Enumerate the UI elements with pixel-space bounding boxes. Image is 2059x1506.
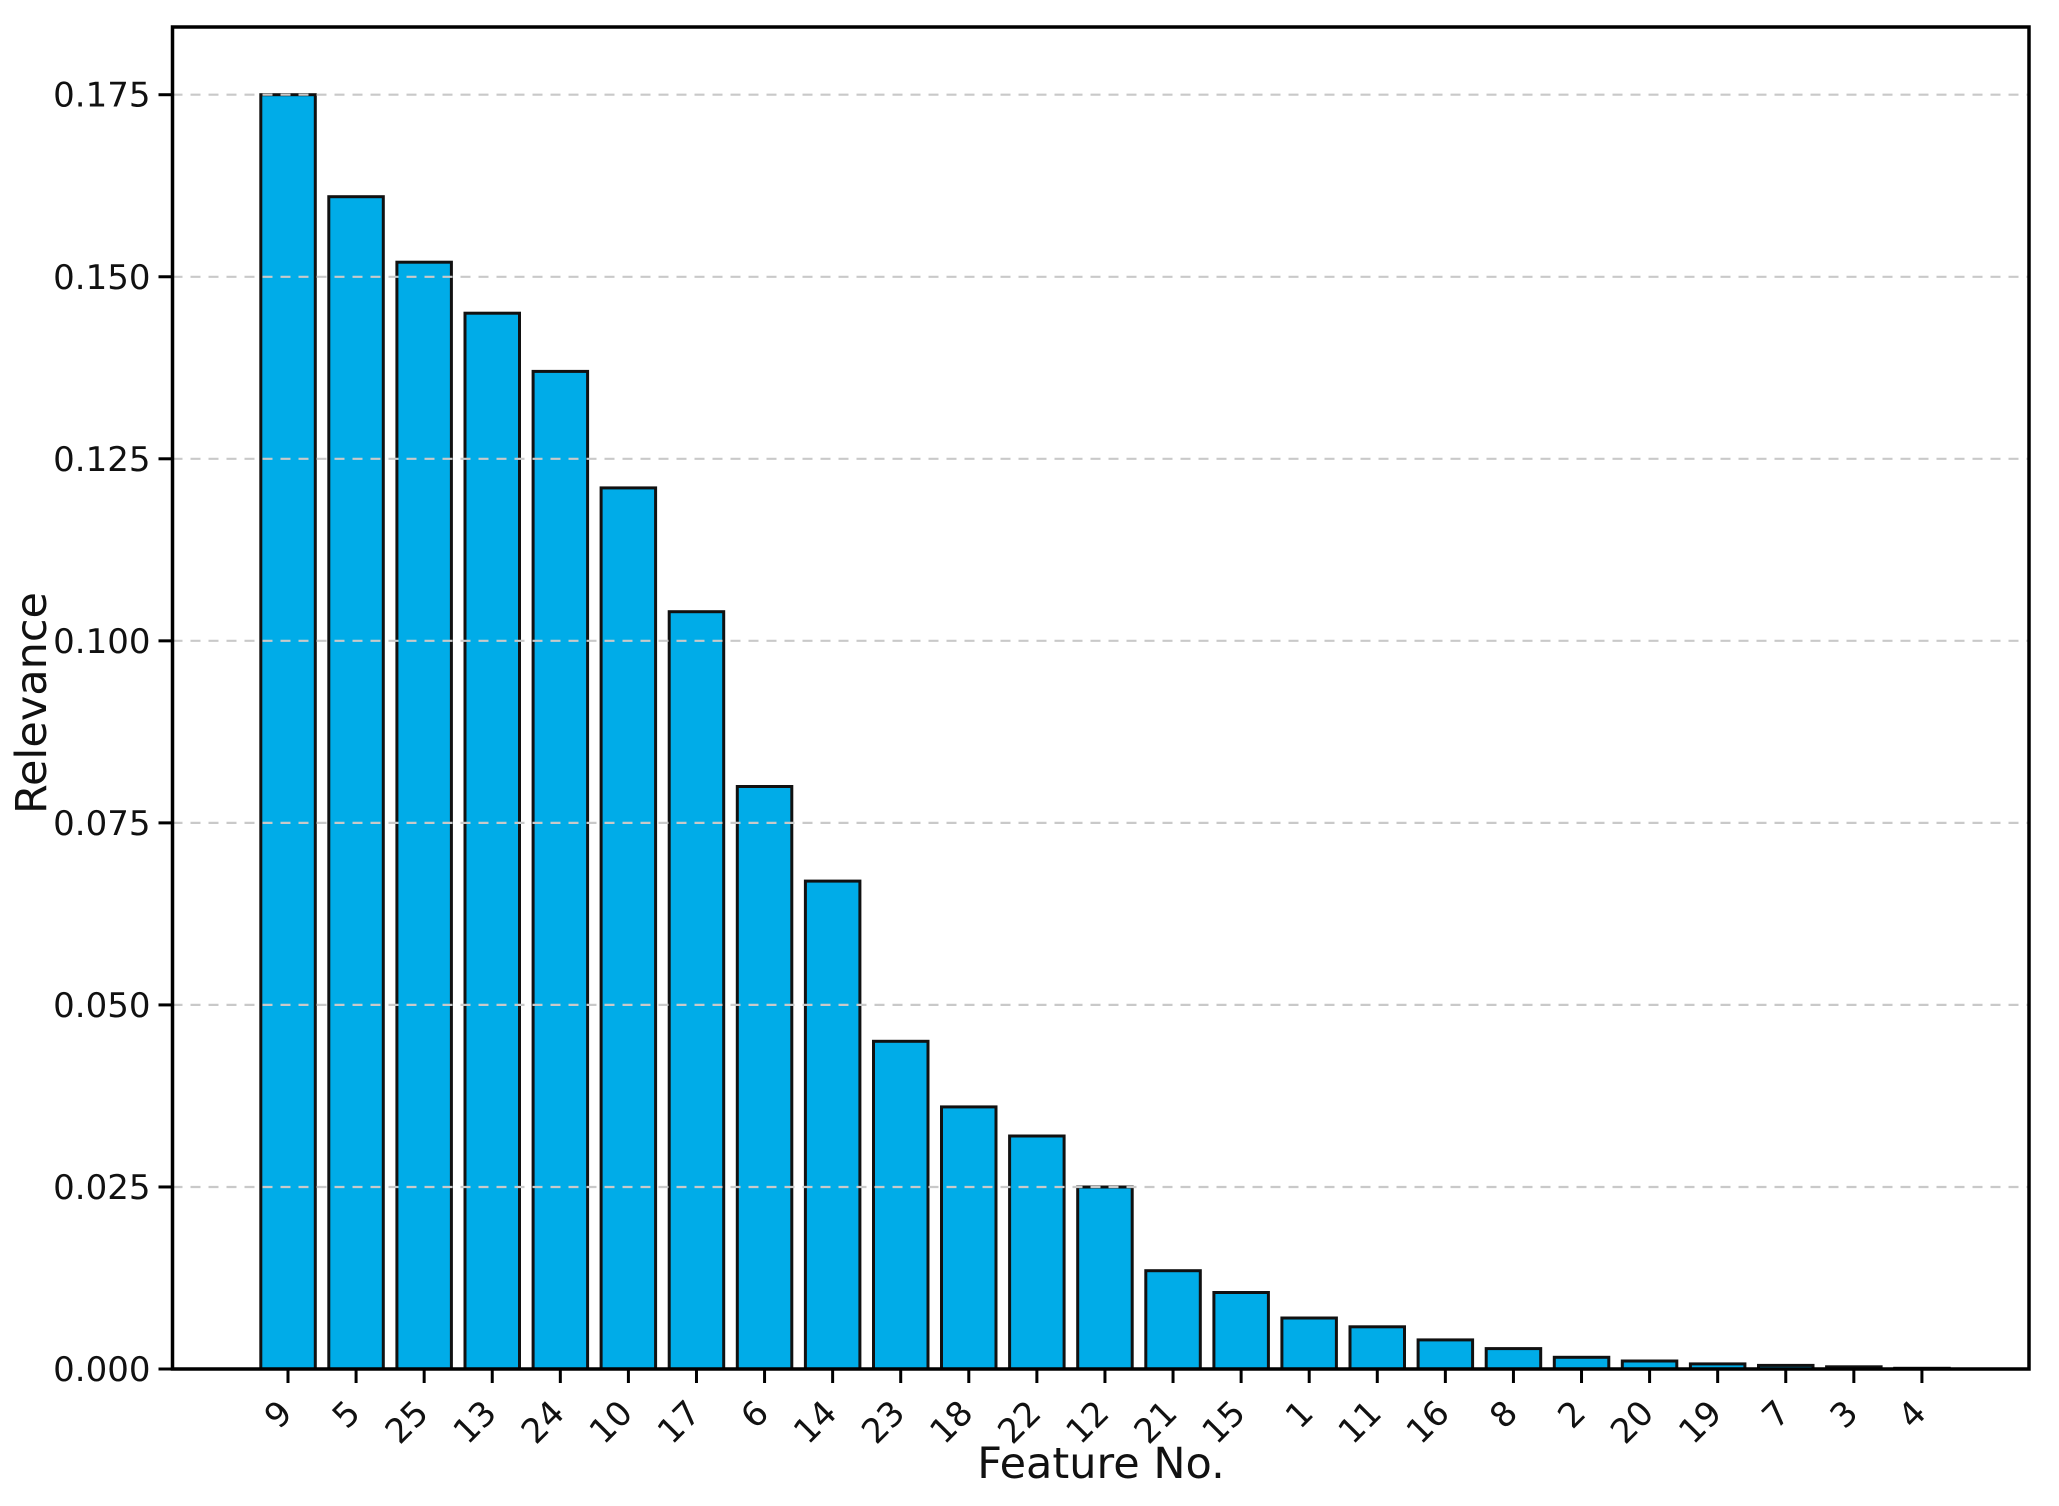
x-tick-label: 18 [922, 1393, 981, 1452]
plot-frame [170, 25, 2031, 1371]
x-tick-label: 24 [514, 1393, 573, 1452]
bar [1348, 1325, 1406, 1371]
bar [531, 369, 590, 1371]
x-tick-label: 19 [1671, 1393, 1730, 1452]
y-tick-label: 0.000 [53, 1350, 150, 1390]
bar [259, 93, 317, 1371]
x-tick-label: 4 [1891, 1393, 1935, 1437]
bar [463, 311, 521, 1371]
bar [940, 1105, 998, 1371]
x-tick-label: 7 [1755, 1393, 1799, 1437]
x-tick-label: 16 [1399, 1393, 1458, 1452]
bar [1076, 1185, 1134, 1371]
y-tick-label: 0.175 [53, 76, 150, 116]
y-axis-label: Relevance [7, 592, 57, 814]
x-tick-label: 3 [1823, 1393, 1867, 1437]
y-tick-label: 0.050 [53, 986, 150, 1026]
bars-layer [259, 93, 1951, 1371]
x-tick-label: 17 [650, 1393, 709, 1452]
bar [803, 879, 862, 1371]
bar [395, 260, 453, 1371]
y-tick-label: 0.125 [53, 440, 150, 480]
y-tick-label: 0.100 [53, 622, 150, 662]
x-tick-label: 6 [733, 1393, 777, 1437]
x-tick-label: 8 [1482, 1393, 1526, 1437]
bar [1144, 1269, 1202, 1371]
bar [1008, 1134, 1066, 1371]
x-tick-label: 20 [1603, 1393, 1662, 1452]
x-tick-label: 10 [582, 1393, 641, 1452]
bar [327, 195, 385, 1371]
y-tick-label: 0.025 [53, 1168, 150, 1208]
x-tick-label: 11 [1331, 1393, 1390, 1452]
bar [1416, 1338, 1475, 1371]
x-tick-label: 25 [378, 1393, 437, 1452]
bar [599, 486, 658, 1371]
x-tick-label: 9 [257, 1393, 301, 1437]
bar [1280, 1316, 1338, 1371]
bar [1212, 1291, 1270, 1371]
x-tick-label: 5 [325, 1393, 369, 1437]
x-tick-label: 13 [446, 1393, 505, 1452]
x-tick-label: 1 [1278, 1393, 1322, 1437]
y-tick-label: 0.150 [53, 258, 150, 298]
x-tick-label: 14 [786, 1393, 845, 1452]
x-tick-label: 23 [854, 1393, 913, 1452]
bar [872, 1039, 930, 1371]
bar [1552, 1355, 1611, 1371]
bar [667, 610, 726, 1371]
bar [735, 785, 794, 1371]
x-axis-label: Feature No. [977, 1439, 1225, 1489]
y-tick-label: 0.075 [53, 804, 150, 844]
bar [1484, 1347, 1543, 1371]
x-tick-label: 2 [1550, 1393, 1594, 1437]
